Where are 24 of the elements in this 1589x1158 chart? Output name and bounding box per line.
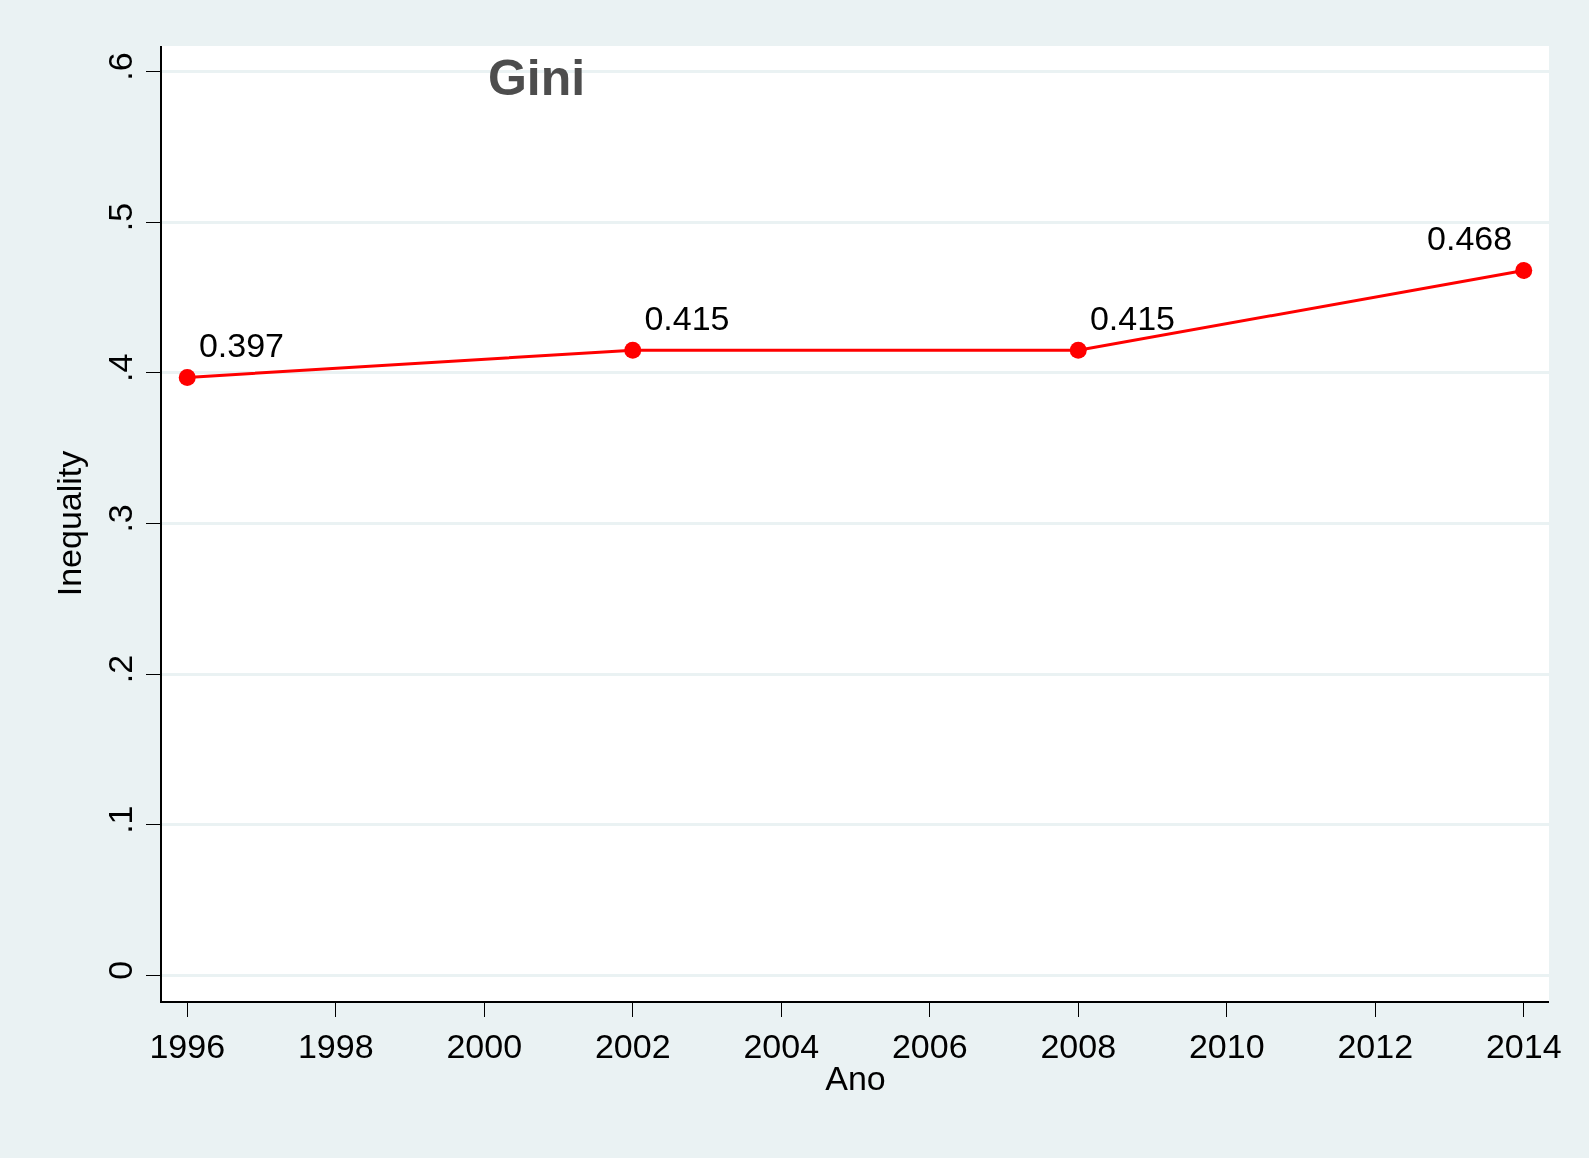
x-tick-label: 2010 <box>1188 1026 1265 1065</box>
data-label: 0.468 <box>1427 219 1513 258</box>
data-label: 0.415 <box>644 299 730 338</box>
x-tick-label: 2008 <box>1040 1026 1117 1065</box>
x-tick-label: 2002 <box>594 1026 671 1065</box>
y-tick-label: .3 <box>101 504 140 533</box>
x-tick-label: 2012 <box>1337 1026 1414 1065</box>
x-tick-label: 2006 <box>891 1026 968 1065</box>
y-tick-label: .5 <box>101 202 140 232</box>
x-tick-label: 2000 <box>446 1026 523 1065</box>
y-tick-label: .6 <box>101 52 140 81</box>
x-tick-label: 1996 <box>149 1026 226 1065</box>
y-tick-label: .4 <box>101 353 140 382</box>
y-axis-title: Inequality <box>49 450 88 597</box>
y-tick-label: .1 <box>101 805 140 834</box>
y-tick-label: .2 <box>101 654 140 684</box>
x-tick-label: 2004 <box>743 1026 820 1065</box>
y-tick-label: 0 <box>101 960 140 980</box>
chart-title: Gini <box>487 50 586 107</box>
data-label: 0.415 <box>1089 299 1175 338</box>
x-tick-label: 2014 <box>1485 1026 1562 1065</box>
x-tick-label: 1998 <box>297 1026 374 1065</box>
data-label: 0.397 <box>198 326 284 365</box>
x-axis-title: Ano <box>825 1058 886 1097</box>
